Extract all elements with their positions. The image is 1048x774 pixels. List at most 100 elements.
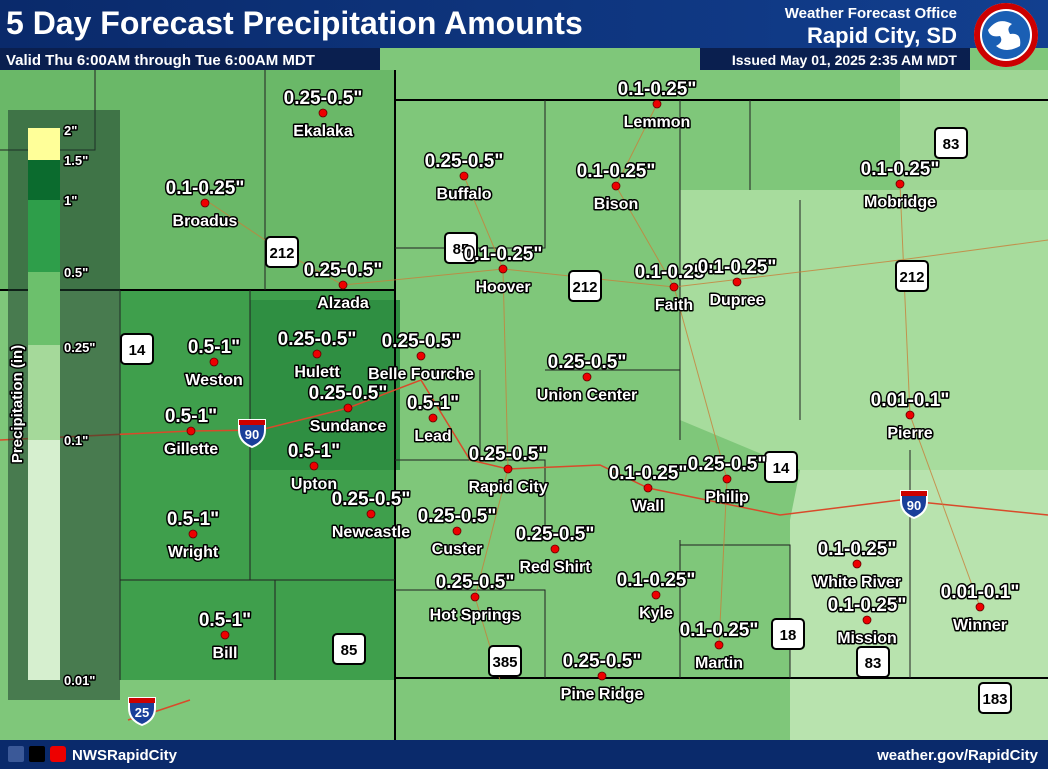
precip-amount: 0.1-0.25" [618, 79, 697, 100]
us-highway-shield [120, 333, 154, 365]
highway-number: 83 [865, 655, 882, 672]
website: weather.gov/RapidCity [876, 747, 1039, 764]
city-dot [895, 179, 905, 189]
precip-amount: 0.25-0.5" [425, 151, 504, 172]
highway-number: 14 [129, 342, 146, 359]
precip-area [250, 300, 400, 470]
city-name: Ekalaka [293, 123, 353, 140]
city-name: Lead [414, 428, 451, 445]
city-name: Martin [695, 655, 743, 672]
city-dot [862, 615, 872, 625]
interstate-shield [238, 419, 266, 449]
city-name: Philip [705, 489, 749, 506]
precip-amount: 0.1-0.25" [464, 244, 543, 265]
legend-swatch [28, 160, 60, 200]
interstate-shield [128, 697, 156, 727]
city-name: Winner [953, 617, 1007, 634]
precip-amount: 0.5-1" [199, 610, 251, 631]
us-highway-shield [978, 682, 1012, 714]
precip-amount: 0.25-0.5" [418, 506, 497, 527]
legend-labels: 2" 1.5" 1" 0.5" 0.25" 0.1" 0.01" [63, 122, 97, 690]
highway-number: 385 [492, 654, 517, 671]
city-dot [714, 640, 724, 650]
precip-amount: 0.25-0.5" [469, 444, 548, 465]
city-name: Sundance [310, 418, 387, 435]
city-name: Dupree [709, 292, 764, 309]
city-dot [582, 372, 592, 382]
city-dot [318, 108, 328, 118]
precip-amount: 0.25-0.5" [382, 331, 461, 352]
precip-amount: 0.1-0.25" [617, 570, 696, 591]
precip-amount: 0.5-1" [288, 441, 340, 462]
city-dot [220, 630, 230, 640]
precip-area [680, 190, 1048, 470]
highway-number: 25 [135, 705, 149, 720]
precip-amount: 0.1-0.25" [577, 161, 656, 182]
legend-label: 0.25" [64, 340, 95, 355]
city-dot [312, 349, 322, 359]
us-highway-shield [771, 618, 805, 650]
precip-amount: 0.5-1" [188, 337, 240, 358]
precip-amount: 0.01-0.1" [871, 390, 950, 411]
interstate-shield-top [239, 420, 265, 425]
city-name: Hot Springs [430, 607, 521, 624]
legend-swatch [28, 272, 60, 345]
precip-amount: 0.25-0.5" [284, 88, 363, 109]
precip-amount: 0.01-0.1" [941, 582, 1020, 603]
city-dot [470, 592, 480, 602]
legend-label: 0.01" [64, 673, 95, 688]
city-dot [643, 483, 653, 493]
precip-amount: 0.25-0.5" [563, 651, 642, 672]
legend-swatch [28, 128, 60, 160]
title: 5 Day Forecast Precipitation Amounts [6, 5, 583, 41]
city-dot [452, 526, 462, 536]
precip-amount: 0.25-0.5" [516, 524, 595, 545]
us-highway-shield [444, 232, 478, 264]
nws-logo [974, 3, 1038, 67]
us-highway-shield [934, 127, 968, 159]
city-dot [200, 198, 210, 208]
cities: 0.25-0.5" Ekalaka 0.1-0.25" Broadus 0.25-0.5… [162, 78, 1020, 705]
legend-swatch [28, 440, 60, 680]
interstate-shield-top [129, 698, 155, 703]
legend-label: 1" [64, 193, 77, 208]
precip-amount: 0.1-0.25" [698, 257, 777, 278]
city-dot [975, 602, 985, 612]
youtube-icon [50, 746, 66, 762]
interstate-shield [900, 490, 928, 520]
highway-number: 90 [245, 427, 259, 442]
precip-amount: 0.1-0.25" [609, 463, 688, 484]
precip-amount: 0.1-0.25" [166, 178, 245, 199]
facebook-icon [8, 746, 24, 762]
city-name: Pine Ridge [561, 686, 644, 703]
precip-amount: 0.1-0.25" [828, 595, 907, 616]
highway-number: 85 [453, 241, 470, 258]
legend-swatch [28, 345, 60, 440]
interstate-shield-top [901, 491, 927, 496]
city-name: Belle Fourche [368, 366, 474, 383]
city-name: White River [813, 574, 901, 591]
highway-number: 183 [982, 691, 1007, 708]
city-name: Hoover [475, 279, 530, 296]
precip-amount: 0.1-0.25" [680, 620, 759, 641]
city-name: Alzada [317, 295, 369, 312]
city-dot [188, 529, 198, 539]
city-name: Gillette [164, 441, 218, 458]
us-highway-shield [332, 633, 366, 665]
office-name: Weather Forecast Office [785, 5, 957, 22]
highways: 212 85 212 83 212 14 90 14 90 85 385 18 83 183 25 [120, 127, 1012, 727]
precip-amount: 0.5-1" [407, 393, 459, 414]
legend-label: 0.5" [64, 265, 88, 280]
city-name: Hulett [294, 364, 340, 381]
city-name: Wall [632, 498, 664, 515]
highway-number: 18 [780, 627, 797, 644]
us-highway-shield [764, 451, 798, 483]
precip-amount: 0.1-0.25" [861, 159, 940, 180]
highway-number: 212 [269, 245, 294, 262]
city-name: Mobridge [864, 194, 936, 211]
city-dot [652, 99, 662, 109]
city-name: Mission [837, 630, 897, 647]
city-dot [459, 171, 469, 181]
city-dot [309, 461, 319, 471]
